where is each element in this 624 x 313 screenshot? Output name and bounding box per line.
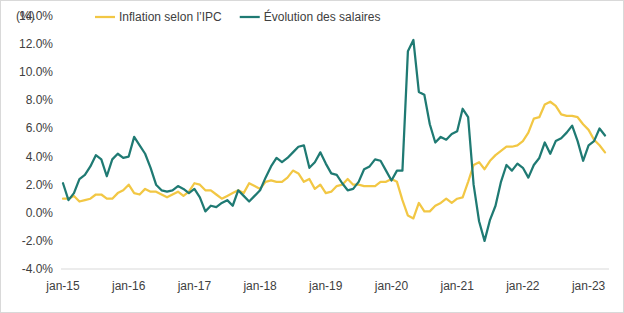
x-tick-label: jan-15 — [45, 279, 80, 293]
legend-label: Évolution des salaires — [264, 9, 381, 24]
y-tick-label: 6.0% — [26, 121, 54, 135]
y-tick-label: -2.0% — [22, 234, 54, 248]
y-tick-label: 10.0% — [19, 65, 53, 79]
series-line — [63, 102, 605, 219]
x-tick-label: jan-17 — [177, 279, 212, 293]
y-tick — [59, 184, 62, 185]
y-tick-label: -4.0% — [22, 262, 54, 276]
y-tick-label: 12.0% — [19, 37, 53, 51]
series-line — [63, 40, 605, 241]
x-tick-label: jan-22 — [505, 279, 540, 293]
y-tick — [59, 128, 62, 129]
y-tick — [59, 16, 62, 17]
y-tick-label: 14.0% — [19, 9, 53, 23]
x-tick-label: jan-23 — [571, 279, 606, 293]
y-tick-label: 4.0% — [26, 150, 54, 164]
y-tick — [59, 72, 62, 73]
legend-label: Inflation selon l’IPC — [119, 10, 222, 24]
y-tick-label: 0.0% — [26, 206, 54, 220]
x-tick-label: jan-21 — [440, 279, 475, 293]
y-tick — [59, 212, 62, 213]
y-tick-label: 2.0% — [26, 178, 54, 192]
chart: (%)-4.0%-2.0%0.0%2.0%4.0%6.0%8.0%10.0%12… — [0, 0, 624, 313]
x-tick-label: jan-16 — [111, 279, 146, 293]
legend-swatch — [240, 16, 260, 18]
y-tick-label: 8.0% — [26, 93, 54, 107]
legend-swatch — [95, 16, 115, 18]
y-tick — [59, 240, 62, 241]
plot-area — [63, 40, 605, 241]
x-tick-label: jan-19 — [308, 279, 343, 293]
y-tick — [59, 44, 62, 45]
chart-frame — [1, 1, 624, 313]
x-tick-label: jan-20 — [374, 279, 409, 293]
y-tick — [59, 156, 62, 157]
x-axis-line — [61, 269, 609, 270]
x-tick-label: jan-18 — [242, 279, 277, 293]
y-tick — [59, 100, 62, 101]
